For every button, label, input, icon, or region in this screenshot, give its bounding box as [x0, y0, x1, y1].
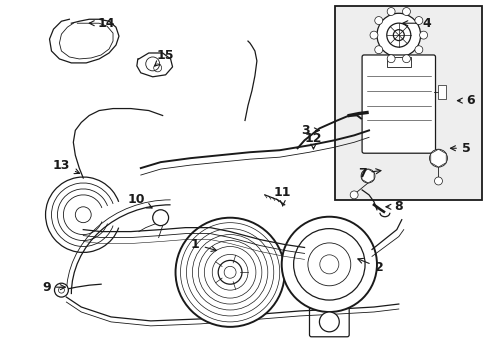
Circle shape	[419, 31, 427, 39]
Text: 7: 7	[357, 167, 380, 180]
Circle shape	[152, 210, 168, 226]
Text: 4: 4	[402, 17, 430, 30]
FancyBboxPatch shape	[361, 55, 435, 153]
Circle shape	[414, 17, 422, 24]
Circle shape	[414, 46, 422, 54]
Circle shape	[386, 55, 394, 63]
Circle shape	[145, 57, 160, 71]
Circle shape	[374, 46, 382, 54]
Circle shape	[369, 31, 377, 39]
Text: 10: 10	[127, 193, 152, 208]
Bar	[386, 57, 410, 67]
Text: 5: 5	[449, 142, 469, 155]
Polygon shape	[430, 149, 446, 167]
FancyBboxPatch shape	[309, 305, 348, 337]
Text: 6: 6	[456, 94, 473, 107]
Circle shape	[402, 55, 409, 63]
Text: 14: 14	[89, 17, 115, 30]
Text: 2: 2	[357, 258, 383, 274]
Circle shape	[434, 177, 442, 185]
Bar	[335, 6, 481, 200]
Circle shape	[360, 169, 374, 183]
Circle shape	[428, 149, 447, 167]
Circle shape	[281, 217, 376, 312]
Text: 12: 12	[304, 132, 322, 149]
Circle shape	[319, 312, 339, 332]
Circle shape	[376, 13, 420, 57]
Circle shape	[218, 260, 242, 284]
Text: 13: 13	[53, 159, 80, 174]
Bar	[438, 85, 446, 99]
Circle shape	[386, 8, 394, 15]
Text: 11: 11	[273, 186, 291, 206]
Polygon shape	[361, 169, 373, 183]
Circle shape	[374, 17, 382, 24]
Circle shape	[175, 218, 284, 327]
Circle shape	[349, 191, 357, 199]
Circle shape	[402, 8, 409, 15]
Circle shape	[54, 283, 68, 297]
Text: 1: 1	[191, 238, 216, 251]
Text: 9: 9	[42, 281, 65, 294]
Text: 3: 3	[301, 124, 319, 137]
Text: 15: 15	[154, 49, 174, 66]
Text: 8: 8	[385, 200, 402, 213]
Circle shape	[75, 207, 91, 223]
